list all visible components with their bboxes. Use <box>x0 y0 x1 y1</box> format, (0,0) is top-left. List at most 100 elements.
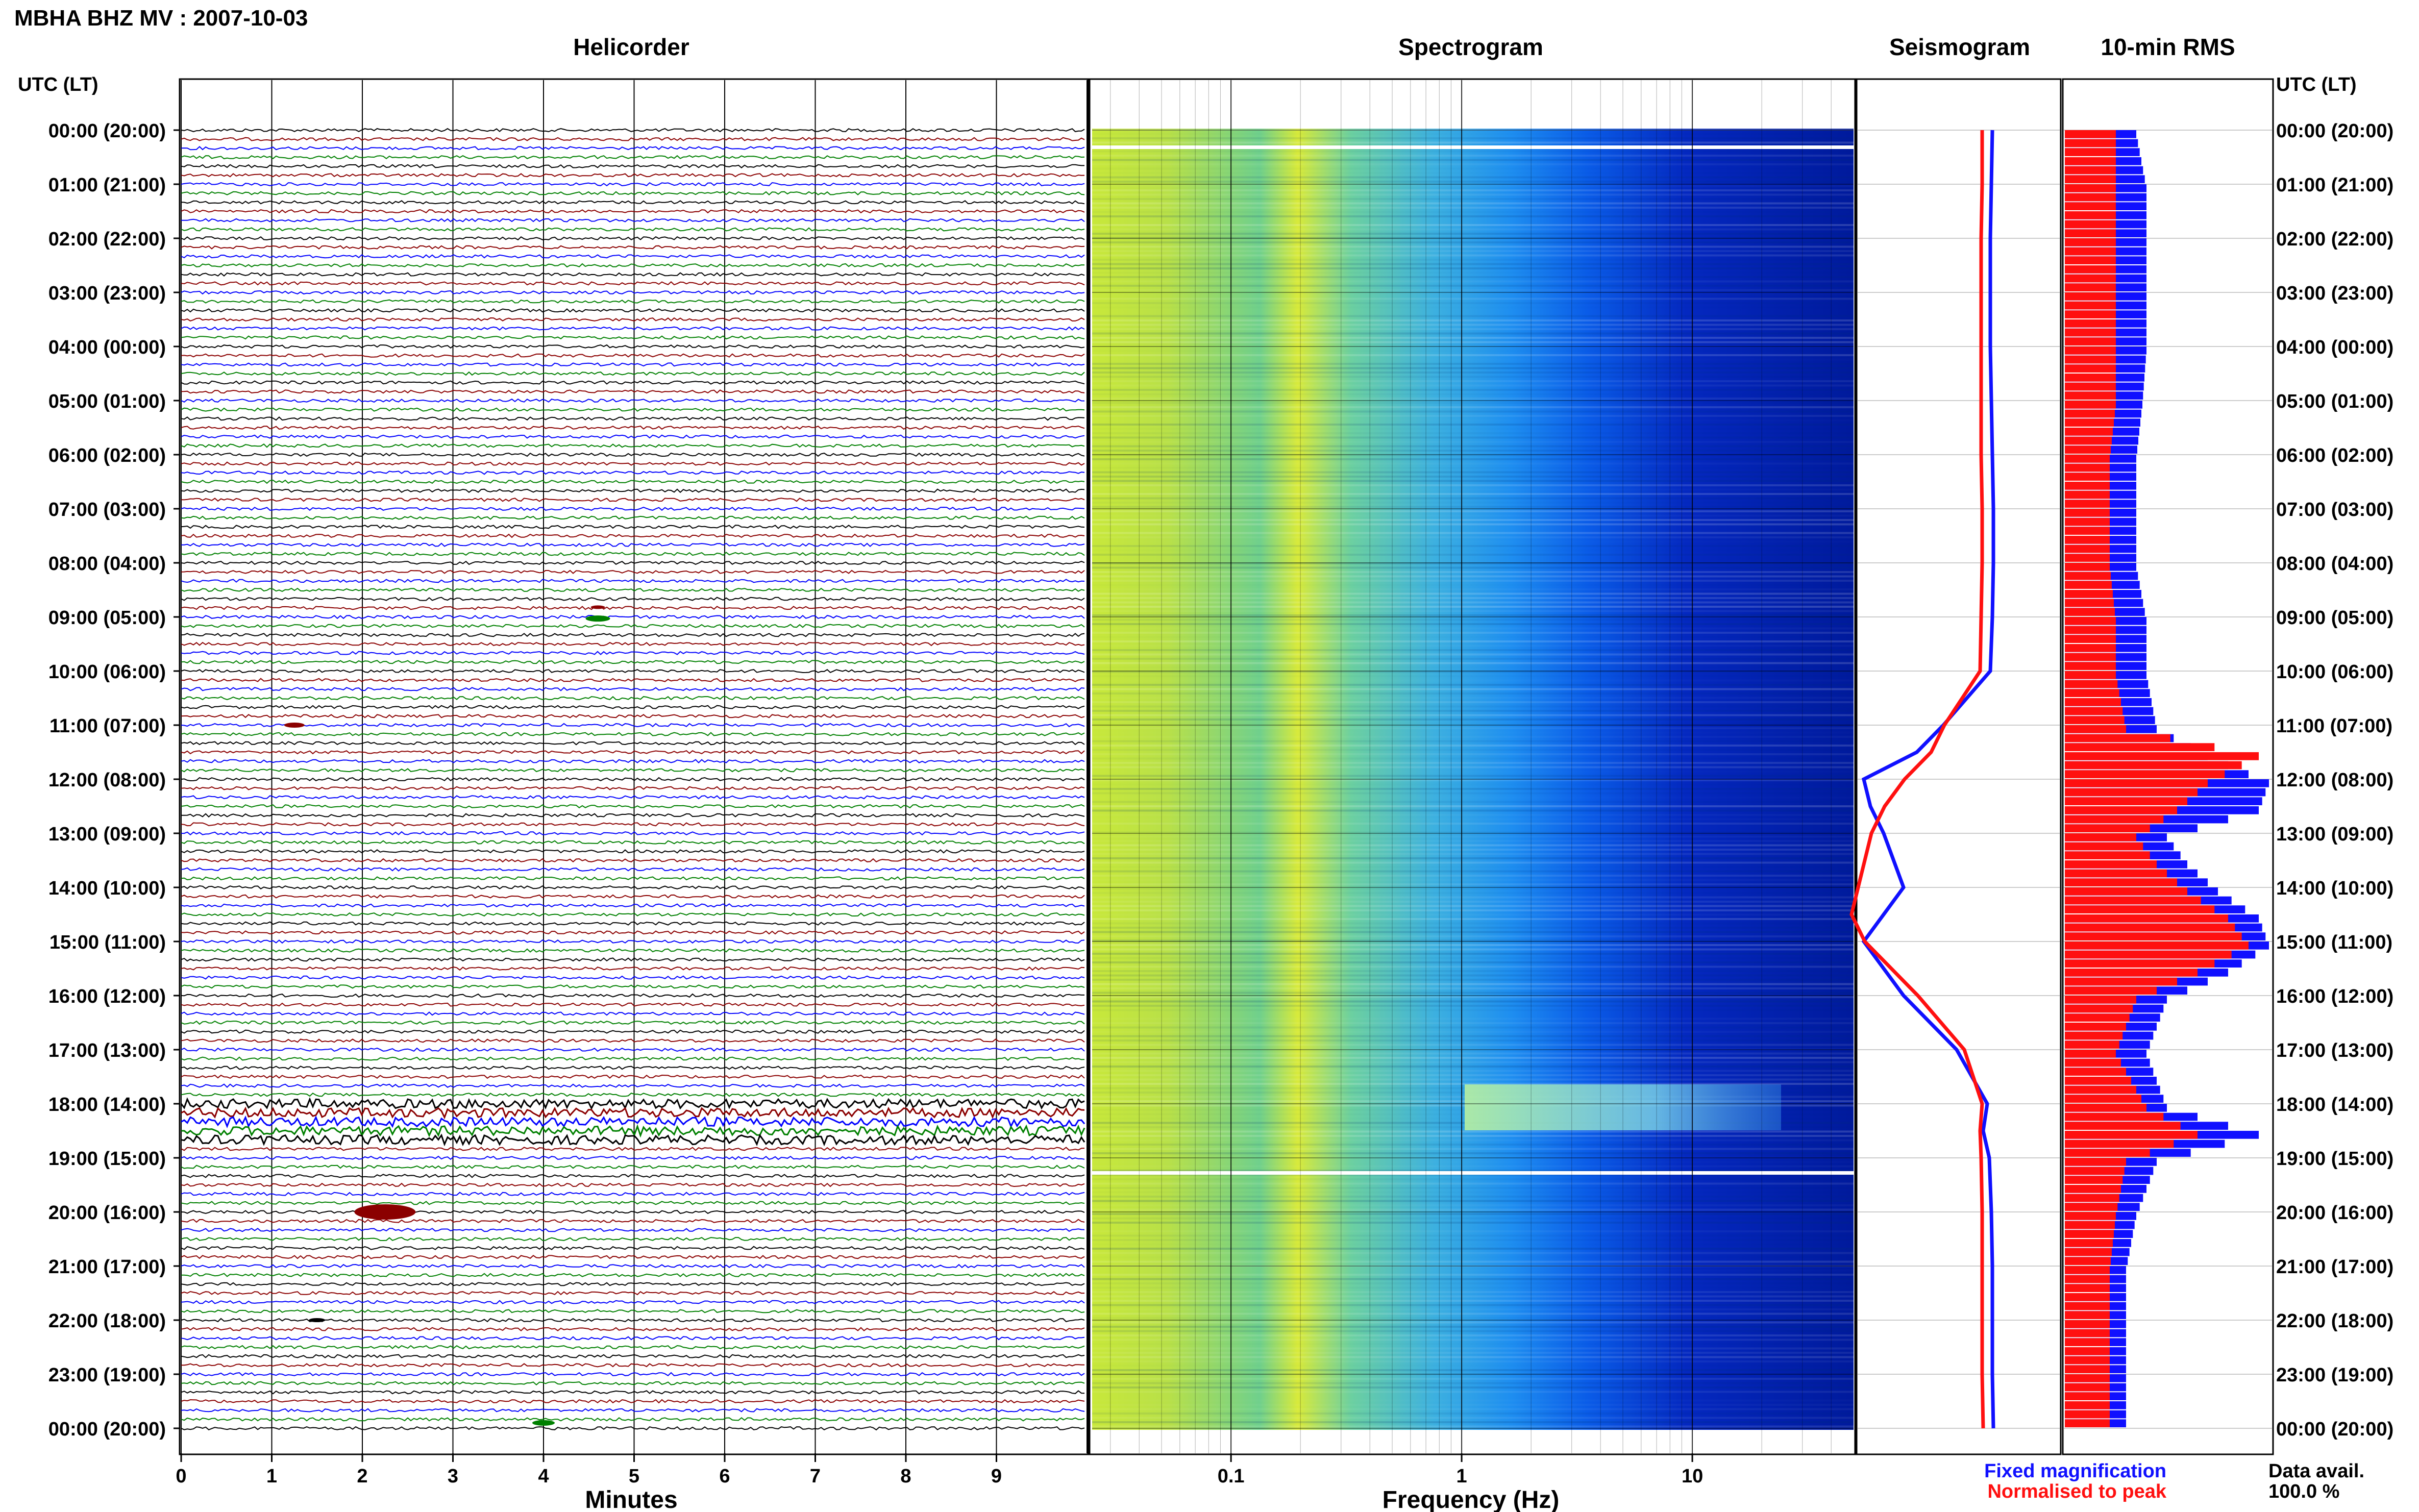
rms-bar <box>2065 662 2116 670</box>
time-label: 19:00 (15:00) <box>48 1148 166 1170</box>
time-label: 05:00 (01:00) <box>48 391 166 412</box>
rms-bar <box>2065 283 2116 291</box>
spectrogram-panel: 0.1 1 10 <box>1089 78 1856 1487</box>
time-label: 00:00 (20:00) <box>2276 1419 2393 1440</box>
rms-bar <box>2065 563 2110 571</box>
rms-bar <box>2065 635 2116 643</box>
helicorder-trace <box>181 1390 1085 1395</box>
helicorder-trace <box>181 128 1085 133</box>
helicorder-trace <box>181 921 1085 926</box>
helicorder-trace <box>181 885 1085 890</box>
helicorder-trace <box>181 903 1085 908</box>
helicorder-trace <box>181 768 1085 773</box>
rms-bar <box>2065 1194 2119 1202</box>
rms-bar <box>2065 1401 2110 1409</box>
rms-bar <box>2065 986 2157 995</box>
helicorder-trace <box>181 191 1085 195</box>
rms-bar <box>2065 238 2116 246</box>
time-label: 17:00 (13:00) <box>2276 1040 2393 1061</box>
helicorder-trace <box>181 930 1085 935</box>
rms-bar <box>2065 193 2116 202</box>
helicorder-trace <box>181 1124 1085 1138</box>
helicorder-trace <box>181 813 1085 818</box>
helicorder-trace <box>181 569 1085 574</box>
helicorder-trace <box>181 651 1085 655</box>
rms-bar <box>2065 617 2116 625</box>
helicorder-trace <box>181 1345 1085 1350</box>
rms-bar <box>2065 851 2150 859</box>
helicorder-trace <box>181 218 1085 222</box>
time-label: 03:00 (23:00) <box>48 283 166 304</box>
legend-normalised-to-peak: Normalised to peak <box>1987 1481 2166 1502</box>
rms-bar <box>2065 1347 2110 1355</box>
rms-bar <box>2065 1131 2198 1139</box>
helicorder-trace <box>181 1192 1085 1196</box>
rms-bar <box>2065 1112 2164 1121</box>
rms-panel <box>2062 78 2274 1455</box>
rms-bar <box>2065 292 2116 301</box>
helicorder-trace <box>181 741 1085 746</box>
helicorder-x-tick: 9 <box>991 1466 1002 1487</box>
seismogram-grid <box>1858 130 2060 1429</box>
rms-bar <box>2065 644 2116 652</box>
spectrogram-row-stripes <box>1092 129 1854 1428</box>
helicorder-trace <box>181 344 1085 349</box>
rms-bar <box>2065 517 2110 526</box>
spectrogram-x-tick: 10 <box>1682 1466 1703 1487</box>
helicorder-trace <box>181 1106 1085 1120</box>
rms-bar <box>2065 202 2116 210</box>
helicorder-trace <box>181 416 1085 421</box>
rms-bar <box>2065 1077 2131 1085</box>
helicorder-trace <box>181 335 1085 340</box>
helicorder-trace <box>181 867 1085 872</box>
helicorder-trace <box>181 1255 1085 1259</box>
helicorder-trace <box>181 831 1085 836</box>
data-availability-value: 100.0 % <box>2268 1481 2339 1502</box>
helicorder-trace <box>181 822 1085 827</box>
helicorder-trace <box>181 227 1085 232</box>
helicorder-trace <box>181 587 1085 592</box>
helicorder-trace <box>181 957 1085 962</box>
helicorder-trace <box>181 1363 1084 1368</box>
rms-bar <box>2065 1329 2110 1337</box>
time-label: 09:00 (05:00) <box>48 607 166 629</box>
rms-bar <box>2065 671 2116 679</box>
helicorder-x-tick: 1 <box>266 1466 277 1487</box>
helicorder-x-tick: 0 <box>176 1466 186 1487</box>
rms-bar <box>2065 536 2110 544</box>
helicorder-trace <box>181 425 1085 430</box>
rms-bar <box>2065 698 2121 706</box>
rms-bar <box>2065 1167 2125 1175</box>
helicorder-trace <box>181 479 1085 484</box>
rms-bar <box>2065 256 2116 264</box>
helicorder-trace <box>181 1020 1085 1025</box>
helicorder-event <box>532 1420 555 1426</box>
helicorder-trace <box>181 1147 1085 1151</box>
helicorder-x-tick: 7 <box>810 1466 821 1487</box>
helicorder-trace <box>181 434 1085 439</box>
time-label: 02:00 (22:00) <box>48 229 166 250</box>
helicorder-trace <box>181 1083 1085 1088</box>
helicorder-panel: 0 1 2 3 4 5 6 7 8 9 <box>176 78 1089 1487</box>
time-label: 00:00 (20:00) <box>48 120 166 142</box>
helicorder-trace <box>181 146 1085 151</box>
time-label: 23:00 (19:00) <box>48 1365 166 1386</box>
helicorder-trace <box>181 308 1085 313</box>
rms-bar <box>2065 977 2177 986</box>
helicorder-trace <box>181 461 1085 466</box>
helicorder-trace <box>181 1309 1085 1313</box>
spectrogram-xlabel: Frequency (Hz) <box>1383 1486 1560 1512</box>
rms-bar <box>2065 554 2110 562</box>
spectrogram-x-tick: 1 <box>1457 1466 1467 1487</box>
helicorder-trace <box>181 488 1085 493</box>
rms-bar <box>2065 473 2110 481</box>
rms-bar <box>2065 265 2116 274</box>
helicorder-trace <box>181 858 1085 863</box>
helicorder-x-tick: 2 <box>357 1466 367 1487</box>
time-label: 21:00 (17:00) <box>2276 1256 2393 1278</box>
rms-bar <box>2065 914 2228 923</box>
helicorder-trace <box>181 579 1085 583</box>
rms-bar <box>2065 887 2187 896</box>
helicorder-x-tick: 3 <box>448 1466 458 1487</box>
helicorder-trace <box>181 966 1085 971</box>
